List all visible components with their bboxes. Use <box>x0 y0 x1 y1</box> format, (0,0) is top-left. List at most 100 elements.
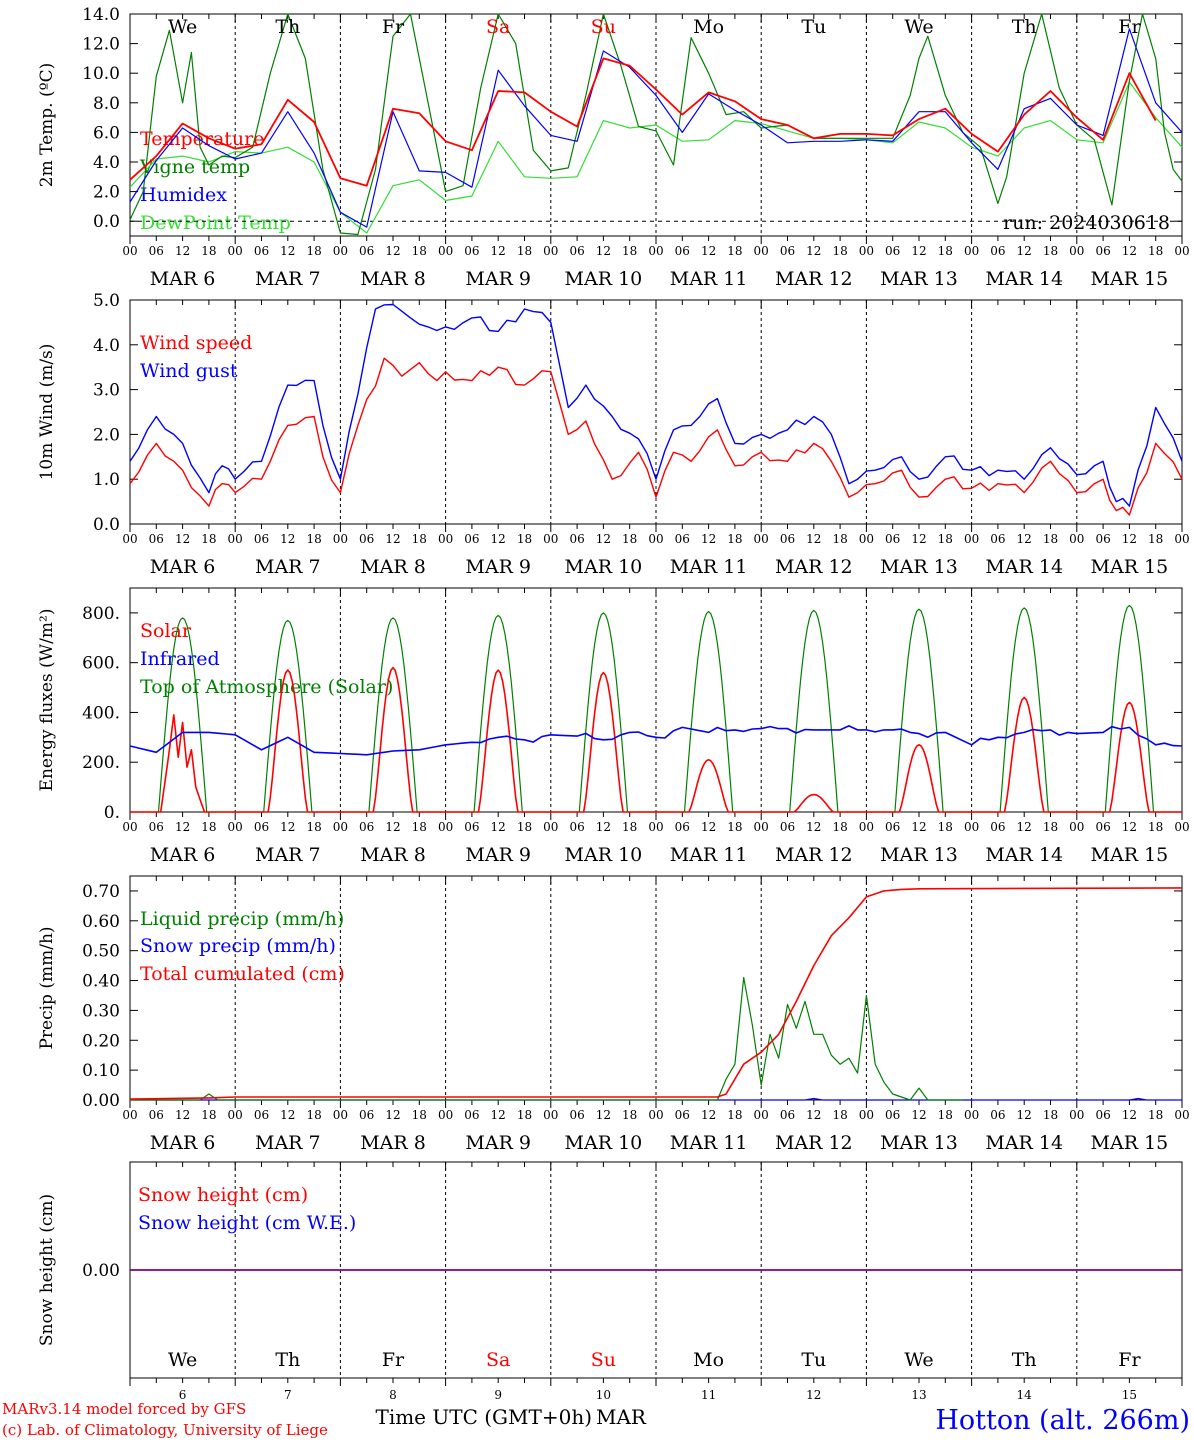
x-date-label: MAR 11 <box>670 1132 748 1154</box>
weekday-label: Fr <box>382 16 405 38</box>
legend-entry: DewPoint Temp <box>140 212 291 234</box>
x-hour-label: 18 <box>306 820 321 834</box>
panel-3: 800. 600. 400. 200. 0. Energy fluxes (W/m²) 00… <box>37 587 1190 866</box>
x-hour-label: 06 <box>780 820 795 834</box>
x-date-label: MAR 13 <box>880 1132 958 1154</box>
series-line-temperature <box>129 57 1157 187</box>
x-hour-label: 12 <box>806 1108 821 1122</box>
x-hour-label: 00 <box>228 1108 243 1122</box>
day-number-label: 12 <box>806 1388 821 1402</box>
legend-entry: Snow precip (mm/h) <box>140 935 336 957</box>
location-label: Hotton (alt. 266m) <box>935 1405 1190 1436</box>
plot-frame <box>129 299 1183 525</box>
weekday-label: Th <box>275 16 300 38</box>
x-hour-label: 00 <box>964 1108 979 1122</box>
x-hour-label: 12 <box>280 244 295 258</box>
x-hour-label: 18 <box>832 820 847 834</box>
weekday-label: Fr <box>382 1349 405 1371</box>
y-tick-label: 0.0 <box>93 515 120 535</box>
x-hour-label: 06 <box>990 244 1005 258</box>
x-hour-label: 00 <box>333 1108 348 1122</box>
y-tick-label: 1.0 <box>93 470 120 490</box>
x-date-label: MAR 12 <box>775 556 853 578</box>
y-tick-label: 3.0 <box>93 381 120 401</box>
x-date-label: MAR 9 <box>465 844 531 866</box>
x-date-label: MAR 7 <box>255 844 321 866</box>
x-hour-label: 12 <box>806 532 821 546</box>
x-hour-label: 12 <box>385 1108 400 1122</box>
x-hour-label: 12 <box>911 1108 926 1122</box>
x-hour-label: 12 <box>806 244 821 258</box>
weekday-label: We <box>904 1349 933 1371</box>
x-hour-label: 18 <box>832 244 847 258</box>
x-date-label: MAR 10 <box>565 268 643 290</box>
x-hour-label: 18 <box>938 532 953 546</box>
y-axis-label: Energy fluxes (W/m²) <box>37 609 57 792</box>
x-hour-label: 18 <box>517 244 532 258</box>
x-hour-label: 12 <box>385 532 400 546</box>
x-date-label: MAR 14 <box>985 268 1063 290</box>
x-hour-label: 00 <box>1069 244 1084 258</box>
x-hour-label: 18 <box>412 820 427 834</box>
x-axis-title: Time UTC (GMT+0h) <box>375 1405 592 1429</box>
x-hour-label: 00 <box>543 244 558 258</box>
x-date-label: MAR 14 <box>985 556 1063 578</box>
x-hour-label: 06 <box>464 244 479 258</box>
x-hour-label: 00 <box>859 532 874 546</box>
x-hour-label: 18 <box>727 532 742 546</box>
y-tick-label: 4.0 <box>93 153 120 173</box>
x-hour-label: 18 <box>1043 1108 1058 1122</box>
x-hour-label: 18 <box>517 1108 532 1122</box>
weekday-label: We <box>168 1349 197 1371</box>
x-hour-label: 00 <box>754 1108 769 1122</box>
x-date-label: MAR 12 <box>775 844 853 866</box>
x-hour-label: 12 <box>806 820 821 834</box>
x-hour-label: 00 <box>438 532 453 546</box>
x-date-label: MAR 12 <box>775 1132 853 1154</box>
weekday-label: Fr <box>1118 16 1141 38</box>
x-hour-label: 00 <box>228 532 243 546</box>
x-hour-label: 18 <box>517 532 532 546</box>
x-hour-label: 12 <box>701 820 716 834</box>
y-axis-label: 10m Wind (m/s) <box>37 344 57 481</box>
x-hour-label: 06 <box>359 1108 374 1122</box>
x-hour-label: 06 <box>254 820 269 834</box>
x-hour-label: 18 <box>306 244 321 258</box>
x-hour-label: 18 <box>517 820 532 834</box>
x-date-label: MAR 13 <box>880 844 958 866</box>
x-hour-label: 18 <box>306 532 321 546</box>
x-hour-label: 18 <box>1148 820 1163 834</box>
x-hour-label: 06 <box>1095 532 1110 546</box>
x-hour-label: 18 <box>832 532 847 546</box>
x-date-label: MAR 15 <box>1091 268 1169 290</box>
x-hour-label: 06 <box>569 532 584 546</box>
weekday-label: Th <box>1012 1349 1037 1371</box>
x-hour-label: 18 <box>622 820 637 834</box>
legend-entry: Liquid precip (mm/h) <box>140 908 344 930</box>
series-line-vigne-temp <box>129 13 1183 236</box>
temperature-series: We Th Fr Sa Su Mo Tu We Th Fr run: 2024030618 <box>129 13 1183 236</box>
x-hour-label: 06 <box>464 532 479 546</box>
x-hour-label: 06 <box>149 820 164 834</box>
x-hour-label: 12 <box>175 532 190 546</box>
y-tick-label: 10.0 <box>82 64 120 84</box>
x-hour-label: 06 <box>675 532 690 546</box>
x-hour-label: 12 <box>1017 244 1032 258</box>
day-number-label: 9 <box>494 1388 502 1402</box>
y-tick-label: 0.00 <box>82 1261 120 1281</box>
x-hour-label: 00 <box>438 1108 453 1122</box>
x-hour-label: 00 <box>1174 532 1189 546</box>
series-line-solar <box>130 666 1182 813</box>
y-tick-label: 0.20 <box>82 1031 120 1051</box>
x-date-label: MAR 6 <box>150 844 216 866</box>
x-date-label: MAR 8 <box>360 1132 426 1154</box>
snow-series: We 6 Th 7 Fr 8 Sa 9 Su 10 Mo 11 Tu 12 We 13 Th 14 Fr 15 <box>130 1269 1182 1402</box>
x-hour-label: 12 <box>701 1108 716 1122</box>
weekday-label: Su <box>591 1349 616 1371</box>
x-hour-label: 18 <box>727 244 742 258</box>
x-hour-label: 00 <box>859 1108 874 1122</box>
x-date-label: MAR 15 <box>1091 844 1169 866</box>
day-number-label: 10 <box>596 1388 611 1402</box>
x-hour-label: 00 <box>754 820 769 834</box>
